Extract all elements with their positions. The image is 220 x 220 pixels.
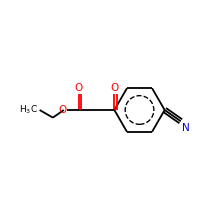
Text: N: N	[182, 123, 190, 133]
Text: H$_3$C: H$_3$C	[19, 103, 38, 116]
Text: O: O	[58, 105, 66, 115]
Text: O: O	[74, 83, 83, 93]
Text: O: O	[110, 83, 119, 93]
